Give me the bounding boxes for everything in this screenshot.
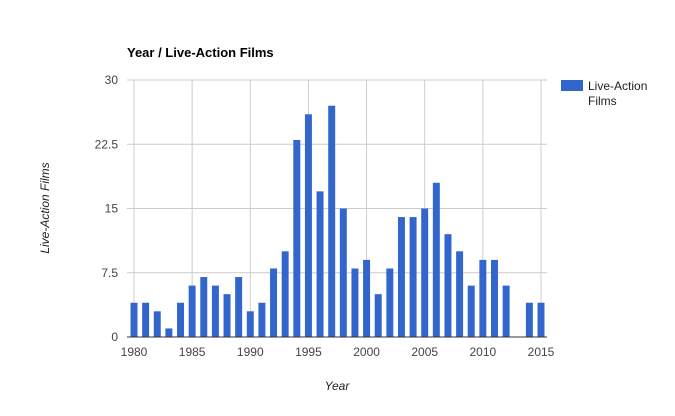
bar <box>328 105 336 337</box>
bar <box>211 285 219 337</box>
bar <box>386 268 394 337</box>
bar <box>281 251 289 337</box>
bar <box>153 311 161 337</box>
bar <box>409 217 417 337</box>
x-tick-label: 2015 <box>528 345 555 359</box>
bar <box>397 217 405 337</box>
bar <box>525 302 533 337</box>
bar <box>142 302 150 337</box>
bar <box>258 302 266 337</box>
bar <box>177 302 185 337</box>
bar <box>235 277 243 337</box>
bars <box>130 105 545 338</box>
bar <box>246 311 254 337</box>
bar <box>304 114 312 338</box>
y-tick-label: 7.5 <box>101 266 118 280</box>
bar <box>293 139 301 337</box>
legend-label-line: Films <box>588 94 617 108</box>
bar <box>339 208 347 337</box>
bar <box>223 294 231 337</box>
bar <box>479 259 487 337</box>
bar <box>421 208 429 337</box>
y-axis-label: Live-Action Films <box>38 162 52 253</box>
x-tick-labels: 1980 1985 1990 1995 2000 2005 2010 2015 <box>121 345 555 359</box>
legend-label: Live-Action Films <box>588 79 647 108</box>
bar <box>537 302 545 337</box>
x-tick-label: 1980 <box>121 345 148 359</box>
x-axis-label: Year <box>325 379 351 393</box>
x-tick-label: 2000 <box>353 345 380 359</box>
bar <box>351 268 359 337</box>
y-tick-label: 0 <box>111 330 118 344</box>
bar <box>444 234 452 337</box>
x-tick-label: 2005 <box>411 345 438 359</box>
x-tick-label: 2010 <box>470 345 497 359</box>
bar <box>200 277 208 337</box>
bar <box>467 285 475 337</box>
x-tick-label: 1995 <box>295 345 322 359</box>
y-tick-label: 22.5 <box>95 137 119 151</box>
y-tick-label: 15 <box>105 202 119 216</box>
bar <box>316 191 324 337</box>
bar <box>130 302 138 337</box>
bar <box>188 285 196 337</box>
legend-label-line: Live-Action <box>588 79 647 93</box>
y-tick-labels: 0 7.5 15 22.5 30 <box>95 73 119 344</box>
legend-swatch <box>561 80 583 91</box>
y-tick-label: 30 <box>105 73 119 87</box>
bar <box>432 182 440 337</box>
bar <box>374 294 382 337</box>
bar <box>456 251 464 337</box>
bar <box>363 259 371 337</box>
x-tick-label: 1990 <box>237 345 264 359</box>
bar <box>490 259 498 337</box>
bar <box>165 328 173 337</box>
x-tick-label: 1985 <box>179 345 206 359</box>
chart-title: Year / Live-Action Films <box>127 45 274 60</box>
legend: Live-Action Films <box>561 79 647 108</box>
bar <box>270 268 278 337</box>
bar <box>502 285 510 337</box>
